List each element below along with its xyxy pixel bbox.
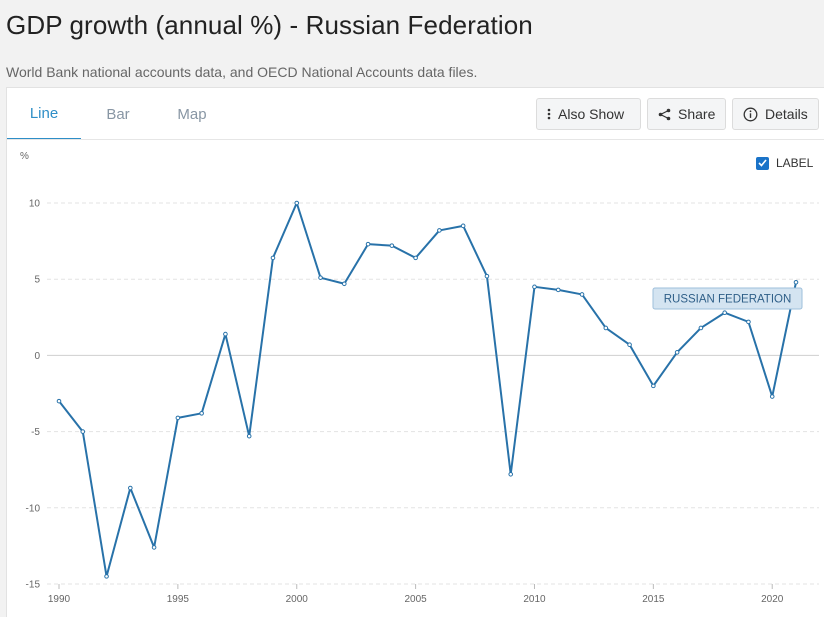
line-chart: 10 5 0 -5 -10 -15 1990 1995 2000 2005 2010 2015 2020… [26, 199, 819, 605]
series-line [58, 202, 797, 578]
checkbox-checked-icon[interactable] [756, 156, 769, 170]
data-point [746, 319, 751, 325]
share-button[interactable]: Share [647, 98, 726, 130]
y-tick-label: -5 [31, 427, 40, 438]
data-point [318, 275, 323, 280]
data-point [603, 325, 609, 331]
data-point [151, 545, 157, 550]
tabs-divider [7, 139, 824, 140]
x-tick-label: 1990 [48, 594, 71, 605]
data-point [175, 415, 181, 421]
data-point [270, 255, 276, 261]
data-point [579, 292, 585, 297]
data-point [484, 273, 490, 279]
data-point [555, 287, 561, 293]
data-point [246, 433, 252, 439]
data-point [627, 342, 632, 348]
info-icon [743, 107, 758, 122]
y-tick-label: -15 [26, 580, 41, 591]
data-point [80, 429, 86, 434]
data-point [413, 255, 418, 261]
x-tick-label: 2005 [404, 594, 427, 605]
details-label: Details [765, 106, 808, 122]
data-point [674, 350, 680, 355]
data-point [460, 223, 466, 229]
series-label-box [652, 287, 803, 310]
label-toggle[interactable]: LABEL [756, 156, 813, 170]
data-point [223, 331, 228, 337]
data-point [365, 241, 371, 247]
x-tick-label: 2000 [286, 594, 309, 605]
series-label: RUSSIAN FEDERATION [664, 294, 792, 306]
data-point [698, 325, 704, 331]
data-point [389, 243, 395, 248]
x-tick-label: 1995 [167, 594, 190, 605]
share-icon [658, 108, 671, 121]
data-point [437, 228, 442, 233]
data-point [199, 411, 204, 416]
data-point [128, 485, 133, 491]
x-tick-label: 2015 [642, 594, 665, 605]
y-tick-label: -10 [26, 503, 41, 514]
y-tick-label: 0 [34, 351, 40, 362]
data-point [793, 279, 799, 285]
also-show-label: Also Show [558, 106, 625, 122]
data-point [104, 574, 109, 579]
data-point [294, 200, 300, 206]
page-subtitle: World Bank national accounts data, and O… [6, 64, 478, 80]
page-title: GDP growth (annual %) - Russian Federati… [6, 10, 533, 40]
data-point [651, 383, 656, 389]
x-tick-label: 2020 [761, 594, 784, 605]
data-point [341, 281, 347, 287]
y-axis-unit: % [20, 151, 29, 162]
data-point [532, 284, 537, 290]
data-point [56, 398, 62, 404]
data-point [769, 394, 775, 399]
more-vertical-icon [547, 108, 551, 120]
also-show-button[interactable]: Also Show [536, 98, 641, 130]
y-tick-label: 10 [29, 199, 41, 210]
chart-type-tabs: Line Bar Map [7, 88, 229, 140]
tab-bar[interactable]: Bar [106, 105, 130, 123]
x-tick-label: 2010 [523, 594, 546, 605]
label-toggle-text: LABEL [776, 156, 814, 170]
data-point [508, 471, 514, 477]
y-tick-label: 5 [34, 275, 40, 286]
tab-map[interactable]: Map [177, 105, 207, 123]
chart-panel: Line Bar Map Also Show Share Details LAB… [6, 87, 824, 617]
details-button[interactable]: Details [732, 98, 819, 130]
share-label: Share [678, 106, 716, 122]
data-point [722, 310, 727, 316]
